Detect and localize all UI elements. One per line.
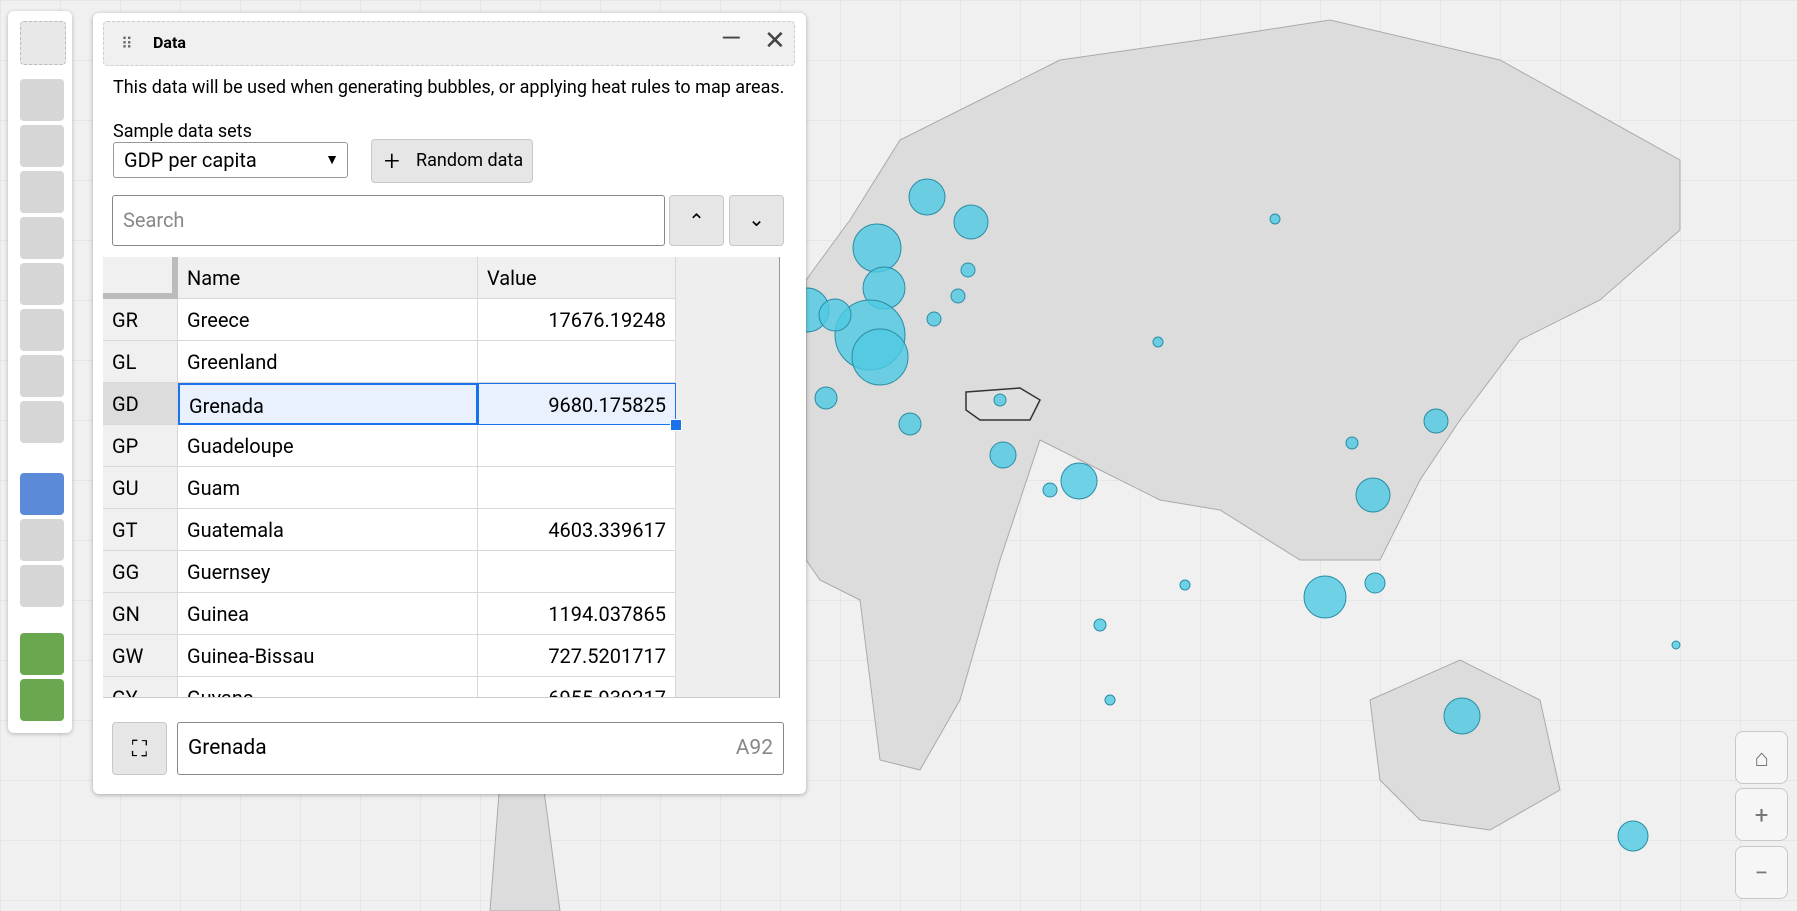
row-code[interactable]: GN bbox=[103, 593, 178, 635]
download-tool[interactable] bbox=[20, 679, 64, 721]
row-code[interactable]: GD bbox=[103, 383, 178, 425]
data-panel: ⠿ Data — ✕ This data will be used when g… bbox=[93, 13, 806, 794]
name-cell[interactable]: Guinea-Bissau bbox=[178, 635, 478, 677]
name-cell[interactable]: Guernsey bbox=[178, 551, 478, 593]
info-tool[interactable] bbox=[20, 565, 64, 607]
description: This data will be used when generating b… bbox=[113, 77, 785, 98]
cell-ref: A92 bbox=[735, 736, 773, 760]
value-cell[interactable]: 6955.939217 bbox=[478, 677, 676, 697]
row-code[interactable]: GU bbox=[103, 467, 178, 509]
zoom-out[interactable]: − bbox=[1735, 846, 1788, 899]
value-cell[interactable] bbox=[478, 425, 676, 467]
name-cell[interactable]: Grenada bbox=[178, 383, 478, 425]
tool[interactable] bbox=[20, 217, 64, 259]
tool[interactable] bbox=[20, 355, 64, 397]
fill-handle[interactable] bbox=[670, 419, 682, 431]
panel-title: Data bbox=[153, 33, 186, 52]
random-label: Random data bbox=[416, 150, 524, 171]
name-cell[interactable]: Guatemala bbox=[178, 509, 478, 551]
sample-value: GDP per capita bbox=[124, 148, 257, 172]
value-cell[interactable]: 9680.175825 bbox=[478, 383, 676, 425]
tool[interactable] bbox=[20, 309, 64, 351]
name-cell[interactable]: Guadeloupe bbox=[178, 425, 478, 467]
drag-handle[interactable] bbox=[20, 21, 66, 65]
tool[interactable] bbox=[20, 401, 64, 443]
name-cell[interactable]: Guam bbox=[178, 467, 478, 509]
value-cell[interactable] bbox=[478, 551, 676, 593]
tool[interactable] bbox=[20, 263, 64, 305]
close-button[interactable]: ✕ bbox=[764, 26, 786, 56]
tool[interactable] bbox=[20, 171, 64, 213]
value-cell[interactable]: 1194.037865 bbox=[478, 593, 676, 635]
settings-tool[interactable] bbox=[20, 519, 64, 561]
value-cell[interactable] bbox=[478, 467, 676, 509]
row-code[interactable]: GW bbox=[103, 635, 178, 677]
name-cell[interactable]: Greenland bbox=[178, 341, 478, 383]
value-cell[interactable]: 17676.19248 bbox=[478, 299, 676, 341]
sample-select[interactable]: GDP per capita ▼ bbox=[113, 142, 348, 178]
row-code[interactable]: GT bbox=[103, 509, 178, 551]
name-cell[interactable]: Guyana bbox=[178, 677, 478, 697]
row-code[interactable]: GL bbox=[103, 341, 178, 383]
value-cell[interactable]: 4603.339617 bbox=[478, 509, 676, 551]
next-button[interactable]: ⌄ bbox=[729, 195, 784, 246]
value-cell[interactable]: 727.5201717 bbox=[478, 635, 676, 677]
fullscreen-button[interactable]: ⛶ bbox=[112, 722, 167, 775]
sample-label: Sample data sets bbox=[113, 121, 252, 142]
column-header[interactable]: Name bbox=[178, 257, 478, 299]
column-header[interactable]: Value bbox=[478, 257, 676, 299]
home-button[interactable]: ⌂ bbox=[1735, 731, 1788, 784]
name-cell[interactable]: Guinea bbox=[178, 593, 478, 635]
corner[interactable] bbox=[103, 257, 178, 299]
editor-value: Grenada bbox=[188, 736, 267, 760]
panel-header: ⠿ Data — ✕ bbox=[103, 21, 795, 66]
value-cell[interactable] bbox=[478, 341, 676, 383]
data-table: Name Value GR Greece 17676.19248 GL Greenland G… bbox=[103, 257, 780, 698]
search-input[interactable]: Search bbox=[112, 195, 665, 246]
row-code[interactable]: GP bbox=[103, 425, 178, 467]
tool[interactable] bbox=[20, 79, 64, 121]
zoom-in[interactable]: + bbox=[1735, 788, 1788, 841]
row-code[interactable]: GR bbox=[103, 299, 178, 341]
cell-editor[interactable]: Grenada A92 bbox=[177, 722, 784, 775]
data-tool[interactable] bbox=[20, 473, 64, 515]
search-placeholder: Search bbox=[123, 208, 185, 232]
minimize-button[interactable]: — bbox=[721, 24, 742, 54]
prev-button[interactable]: ⌃ bbox=[669, 195, 724, 246]
row-code[interactable]: GG bbox=[103, 551, 178, 593]
save-tool[interactable] bbox=[20, 633, 64, 675]
random-button[interactable]: + Random data bbox=[371, 139, 533, 183]
toolbar bbox=[8, 11, 72, 733]
row-code[interactable]: GY bbox=[103, 677, 178, 697]
tool[interactable] bbox=[20, 125, 64, 167]
name-cell[interactable]: Greece bbox=[178, 299, 478, 341]
